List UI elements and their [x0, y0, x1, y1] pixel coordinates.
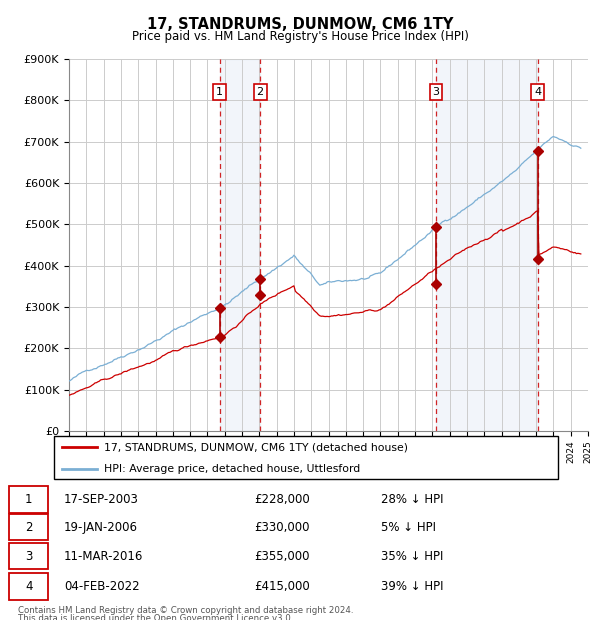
Text: 19-JAN-2006: 19-JAN-2006 [64, 521, 138, 534]
Text: Price paid vs. HM Land Registry's House Price Index (HPI): Price paid vs. HM Land Registry's House … [131, 30, 469, 43]
Text: 3: 3 [433, 87, 439, 97]
Text: 17, STANDRUMS, DUNMOW, CM6 1TY (detached house): 17, STANDRUMS, DUNMOW, CM6 1TY (detached… [104, 442, 409, 452]
Text: £355,000: £355,000 [254, 550, 310, 562]
Text: £415,000: £415,000 [254, 580, 310, 593]
Text: 4: 4 [25, 580, 32, 593]
Text: 3: 3 [25, 550, 32, 562]
Text: 4: 4 [534, 87, 541, 97]
Text: 04-FEB-2022: 04-FEB-2022 [64, 580, 139, 593]
Text: This data is licensed under the Open Government Licence v3.0.: This data is licensed under the Open Gov… [18, 614, 293, 620]
Text: 17, STANDRUMS, DUNMOW, CM6 1TY: 17, STANDRUMS, DUNMOW, CM6 1TY [147, 17, 453, 32]
FancyBboxPatch shape [9, 543, 48, 569]
Bar [436, 59, 538, 431]
Text: 1: 1 [25, 493, 32, 506]
FancyBboxPatch shape [9, 486, 48, 513]
Text: 35% ↓ HPI: 35% ↓ HPI [380, 550, 443, 562]
Text: HPI: Average price, detached house, Uttlesford: HPI: Average price, detached house, Uttl… [104, 464, 361, 474]
Text: £228,000: £228,000 [254, 493, 310, 506]
FancyBboxPatch shape [54, 436, 558, 479]
Text: 17-SEP-2003: 17-SEP-2003 [64, 493, 139, 506]
Text: Contains HM Land Registry data © Crown copyright and database right 2024.: Contains HM Land Registry data © Crown c… [18, 606, 353, 616]
Text: 5% ↓ HPI: 5% ↓ HPI [380, 521, 436, 534]
Bar [220, 59, 260, 431]
FancyBboxPatch shape [9, 573, 48, 600]
Text: 2: 2 [25, 521, 32, 534]
Text: 2: 2 [257, 87, 264, 97]
Text: 39% ↓ HPI: 39% ↓ HPI [380, 580, 443, 593]
Text: 28% ↓ HPI: 28% ↓ HPI [380, 493, 443, 506]
Text: 1: 1 [216, 87, 223, 97]
Text: £330,000: £330,000 [254, 521, 310, 534]
FancyBboxPatch shape [9, 514, 48, 541]
Text: 11-MAR-2016: 11-MAR-2016 [64, 550, 143, 562]
